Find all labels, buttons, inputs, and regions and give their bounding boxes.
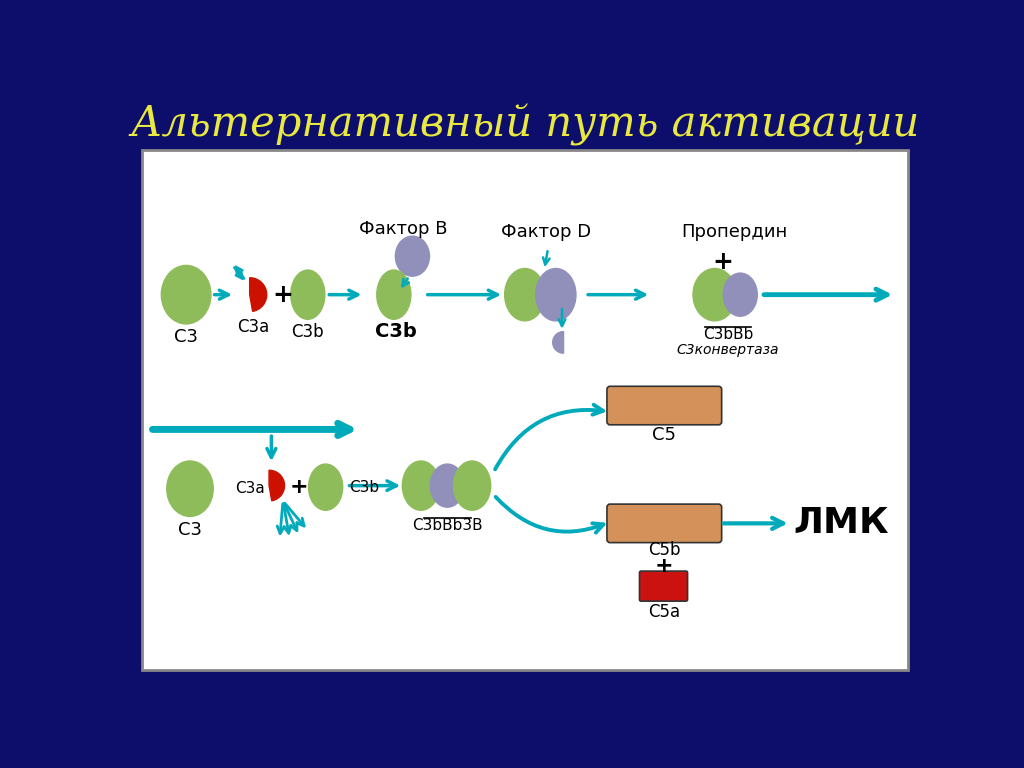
FancyBboxPatch shape [142,150,907,670]
Text: +: + [272,283,294,306]
Ellipse shape [723,273,758,316]
Text: С3конвертаза: С3конвертаза [677,343,779,357]
Text: ЛМК: ЛМК [794,506,889,541]
FancyBboxPatch shape [640,571,687,601]
Text: Фактор В: Фактор В [358,220,447,238]
Text: Альтернативный путь активации: Альтернативный путь активации [130,104,920,146]
Text: С3: С3 [174,328,198,346]
Ellipse shape [377,270,411,319]
Text: +: + [712,250,733,274]
Ellipse shape [536,269,575,321]
Text: С5а: С5а [648,603,680,621]
Text: +: + [289,477,308,497]
Ellipse shape [505,269,545,321]
Text: С5: С5 [652,425,676,444]
Text: С3а: С3а [238,318,269,336]
Ellipse shape [693,269,736,321]
Text: С3b: С3b [349,480,379,495]
Ellipse shape [162,266,211,324]
Text: Пропердин: Пропердин [681,223,787,240]
Text: Фактор D: Фактор D [502,223,592,240]
Ellipse shape [308,464,343,510]
Text: С3b: С3b [375,322,416,341]
Wedge shape [269,470,285,501]
Wedge shape [553,332,563,353]
FancyBboxPatch shape [607,386,722,425]
Text: +: + [655,556,674,576]
Text: С3bBb3В: С3bBb3В [412,518,482,533]
Ellipse shape [402,461,439,510]
Ellipse shape [167,461,213,516]
Text: С3а: С3а [236,482,265,496]
Text: С5b: С5b [648,541,681,559]
Wedge shape [250,278,266,311]
Ellipse shape [430,464,464,507]
Ellipse shape [454,461,490,510]
FancyBboxPatch shape [607,504,722,543]
Ellipse shape [291,270,325,319]
Text: С3bBb: С3bBb [702,327,753,343]
Text: С3: С3 [178,521,202,538]
Text: С3b: С3b [292,323,325,341]
Ellipse shape [395,236,429,276]
